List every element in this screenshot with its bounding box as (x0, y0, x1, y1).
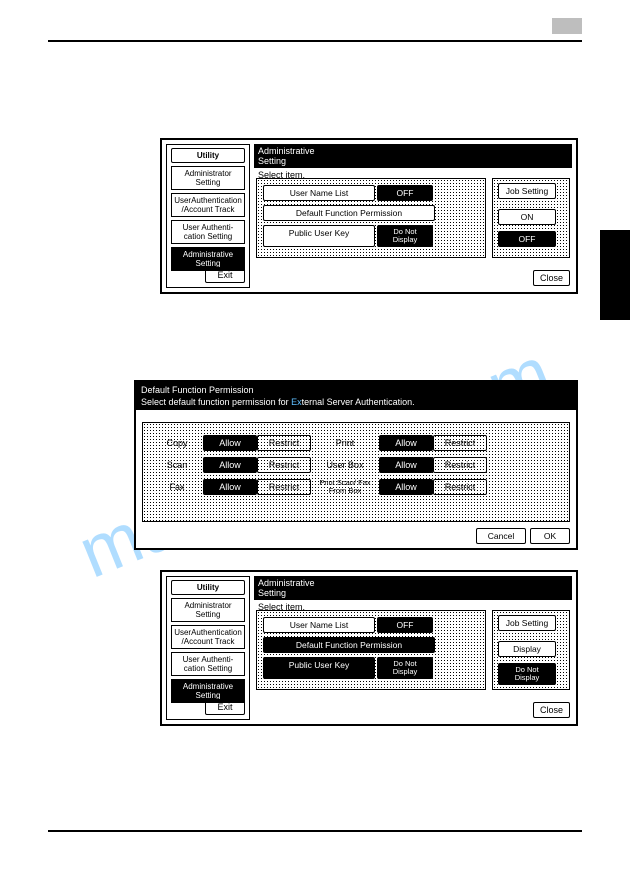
scan-allow[interactable]: Allow (203, 457, 257, 473)
default-function-permission-button[interactable]: Default Function Permission (263, 205, 435, 221)
perm-label-fax: Fax (151, 482, 203, 492)
public-user-key-status[interactable]: Do Not Display (377, 657, 433, 679)
panel2-subtitle-em: Ex (291, 397, 302, 407)
default-function-permission-button[interactable]: Default Function Permission (263, 637, 435, 653)
perm-label-copy: Copy (151, 438, 203, 448)
print-restrict[interactable]: Restrict (433, 435, 487, 451)
public-user-key-status[interactable]: Do Not Display (377, 225, 433, 247)
default-function-permission-panel: Default Function Permission Select defau… (134, 380, 578, 550)
perm-label-printscanfax: Print Scan/ Fax From Box (311, 479, 379, 495)
perm-label-scan: Scan (151, 460, 203, 470)
perm-row-fax-printscan: Fax Allow Restrict Print Scan/ Fax From … (151, 479, 561, 495)
permission-grid: Copy Allow Restrict Print Allow Restrict… (142, 422, 570, 522)
printscan-restrict[interactable]: Restrict (433, 479, 487, 495)
item-group-right: Job Setting ON OFF (492, 178, 570, 258)
panel-title: Administrative Setting (254, 144, 572, 168)
sidebar-item-admin-setting[interactable]: Administrator Setting (171, 598, 245, 622)
panel2-title: Default Function Permission Select defau… (136, 382, 576, 410)
sidebar-title: Utility (171, 148, 245, 163)
panel2-subtitle-pre: Select default function permission for (141, 397, 291, 407)
item-group-left: User Name List OFF Default Function Perm… (256, 610, 486, 690)
header-line1: Administrative (258, 146, 315, 156)
top-divider (48, 40, 582, 42)
main-area: Administrative Setting Select item. User… (254, 576, 572, 720)
sidebar: Utility Administrator Setting UserAuthen… (166, 576, 250, 720)
cancel-button[interactable]: Cancel (476, 528, 526, 544)
sidebar-item-userauth-account[interactable]: UserAuthentication /Account Track (171, 625, 245, 649)
sidebar-item-userauth-setting[interactable]: User Authenti- cation Setting (171, 652, 245, 676)
perm-row-copy-print: Copy Allow Restrict Print Allow Restrict (151, 435, 561, 451)
job-setting-label: Job Setting (498, 183, 556, 199)
sidebar-title: Utility (171, 580, 245, 595)
main-area: Administrative Setting Select item. User… (254, 144, 572, 288)
public-user-key-button[interactable]: Public User Key (263, 225, 375, 247)
header-line2: Setting (258, 588, 286, 598)
bottom-divider (48, 830, 582, 832)
job-setting-display[interactable]: Display (498, 641, 556, 657)
header-line2: Setting (258, 156, 286, 166)
job-setting-off[interactable]: OFF (498, 231, 556, 247)
sidebar: Utility Administrator Setting UserAuthen… (166, 144, 250, 288)
admin-setting-panel-1: Utility Administrator Setting UserAuthen… (160, 138, 578, 294)
panel2-title-text: Default Function Permission (141, 385, 571, 395)
printscan-allow[interactable]: Allow (379, 479, 433, 495)
page-header-box (552, 18, 582, 34)
exit-button[interactable]: Exit (205, 267, 245, 283)
userbox-allow[interactable]: Allow (379, 457, 433, 473)
fax-allow[interactable]: Allow (203, 479, 257, 495)
perm-row-scan-userbox: Scan Allow Restrict User Box Allow Restr… (151, 457, 561, 473)
job-setting-on[interactable]: ON (498, 209, 556, 225)
panel2-subtitle-post: ternal Server Authentication. (302, 397, 415, 407)
user-name-list-button[interactable]: User Name List (263, 185, 375, 201)
perm-label-userbox: User Box (311, 460, 379, 470)
panel2-footer: Cancel OK (476, 528, 570, 544)
user-name-list-status[interactable]: OFF (377, 617, 433, 633)
scan-restrict[interactable]: Restrict (257, 457, 311, 473)
sidebar-item-admin-setting[interactable]: Administrator Setting (171, 166, 245, 190)
ok-button[interactable]: OK (530, 528, 570, 544)
sidebar-item-userauth-setting[interactable]: User Authenti- cation Setting (171, 220, 245, 244)
admin-setting-panel-2: Utility Administrator Setting UserAuthen… (160, 570, 578, 726)
user-name-list-status[interactable]: OFF (377, 185, 433, 201)
sidebar-item-userauth-account[interactable]: UserAuthentication /Account Track (171, 193, 245, 217)
job-setting-donot-display[interactable]: Do Not Display (498, 663, 556, 685)
user-name-list-button[interactable]: User Name List (263, 617, 375, 633)
print-allow[interactable]: Allow (379, 435, 433, 451)
exit-button[interactable]: Exit (205, 699, 245, 715)
copy-allow[interactable]: Allow (203, 435, 257, 451)
item-group-right: Job Setting Display Do Not Display (492, 610, 570, 690)
panel-title: Administrative Setting (254, 576, 572, 600)
job-setting-label: Job Setting (498, 615, 556, 631)
close-button[interactable]: Close (533, 702, 570, 718)
close-button[interactable]: Close (533, 270, 570, 286)
userbox-restrict[interactable]: Restrict (433, 457, 487, 473)
perm-label-print: Print (311, 438, 379, 448)
header-line1: Administrative (258, 578, 315, 588)
copy-restrict[interactable]: Restrict (257, 435, 311, 451)
fax-restrict[interactable]: Restrict (257, 479, 311, 495)
page-thumb-tab (600, 230, 630, 320)
public-user-key-button[interactable]: Public User Key (263, 657, 375, 679)
item-group-left: User Name List OFF Default Function Perm… (256, 178, 486, 258)
